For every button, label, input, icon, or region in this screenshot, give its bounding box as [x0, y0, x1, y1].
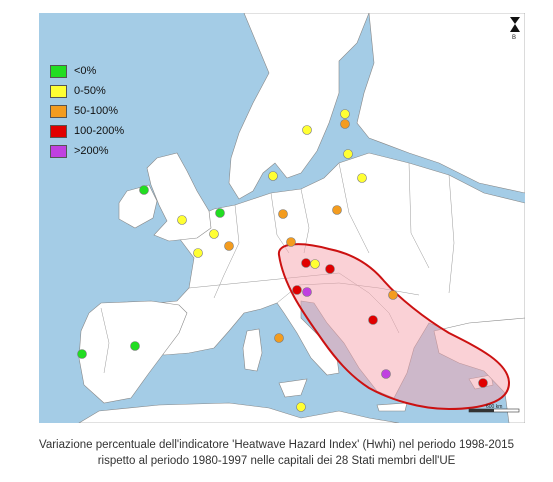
- land-ireland: [118, 184, 158, 229]
- capital-markers: [77, 109, 488, 412]
- legend-label: 50-100%: [74, 105, 119, 117]
- land-iberia: [78, 300, 188, 404]
- land-sardinia: [242, 328, 263, 372]
- legend: <0% 0-50% 50-100% 100-200% >200%: [50, 62, 124, 162]
- legend-swatch: [50, 144, 67, 158]
- capital-marker-london: [177, 215, 187, 225]
- capital-marker-rome: [274, 333, 284, 343]
- capital-marker-zagreb: [302, 287, 312, 297]
- north-arrow-icon: [510, 17, 520, 32]
- capital-marker-luxembourg: [224, 241, 234, 251]
- capital-marker-stockholm: [302, 125, 312, 135]
- legend-swatch: [50, 124, 67, 138]
- land-finland-russia: [356, 13, 525, 194]
- scale-bar-label: 600 km: [486, 404, 503, 410]
- legend-swatch: [50, 104, 67, 118]
- capital-marker-vienna: [301, 258, 311, 268]
- legend-swatch: [50, 84, 67, 98]
- capital-marker-nicosia: [478, 378, 488, 388]
- land-scandinavia: [228, 13, 370, 200]
- capital-marker-madrid: [130, 341, 140, 351]
- caption-line-1: Variazione percentuale dell'indicatore '…: [39, 439, 514, 451]
- legend-swatch: [50, 64, 67, 78]
- figure-caption: Variazione percentuale dell'indicatore '…: [0, 437, 553, 469]
- legend-label: <0%: [74, 65, 97, 77]
- north-arrow-letter: B: [512, 35, 517, 41]
- europe-map: [39, 13, 525, 423]
- legend-label: >200%: [74, 145, 109, 157]
- capital-marker-brussels: [209, 229, 219, 239]
- capital-marker-riga: [343, 149, 353, 159]
- capital-marker-lisbon: [77, 349, 87, 359]
- capital-marker-vilnius: [357, 173, 367, 183]
- capital-marker-budapest: [325, 264, 335, 274]
- legend-item: 100-200%: [50, 122, 124, 140]
- land-crete: [376, 402, 408, 412]
- land-north-africa: [78, 402, 400, 423]
- capital-marker-copenhagen: [268, 171, 278, 181]
- capital-marker-amsterdam: [215, 208, 225, 218]
- capital-marker-dublin: [139, 185, 149, 195]
- capital-marker-bratislava: [310, 259, 320, 269]
- scale-bar: [468, 408, 520, 413]
- capital-marker-athens: [381, 369, 391, 379]
- caption-line-2: rispetto al periodo 1980-1997 nelle capi…: [97, 455, 456, 467]
- capital-marker-paris: [193, 248, 203, 258]
- capital-marker-tallinn: [340, 119, 350, 129]
- capital-marker-valletta: [296, 402, 306, 412]
- land-sicily: [278, 378, 308, 398]
- capital-marker-berlin: [278, 209, 288, 219]
- legend-label: 0-50%: [74, 85, 106, 97]
- capital-marker-warsaw: [332, 205, 342, 215]
- legend-item: <0%: [50, 62, 124, 80]
- capital-marker-prague: [286, 237, 296, 247]
- legend-item: 50-100%: [50, 102, 124, 120]
- capital-marker-sofia: [368, 315, 378, 325]
- capital-marker-bucharest: [388, 290, 398, 300]
- capital-marker-ljubljana: [292, 285, 302, 295]
- legend-item: 0-50%: [50, 82, 124, 100]
- legend-item: >200%: [50, 142, 124, 160]
- capital-marker-helsinki: [340, 109, 350, 119]
- land-great-britain: [146, 152, 212, 242]
- legend-label: 100-200%: [74, 125, 125, 137]
- highlight-region: [277, 243, 511, 411]
